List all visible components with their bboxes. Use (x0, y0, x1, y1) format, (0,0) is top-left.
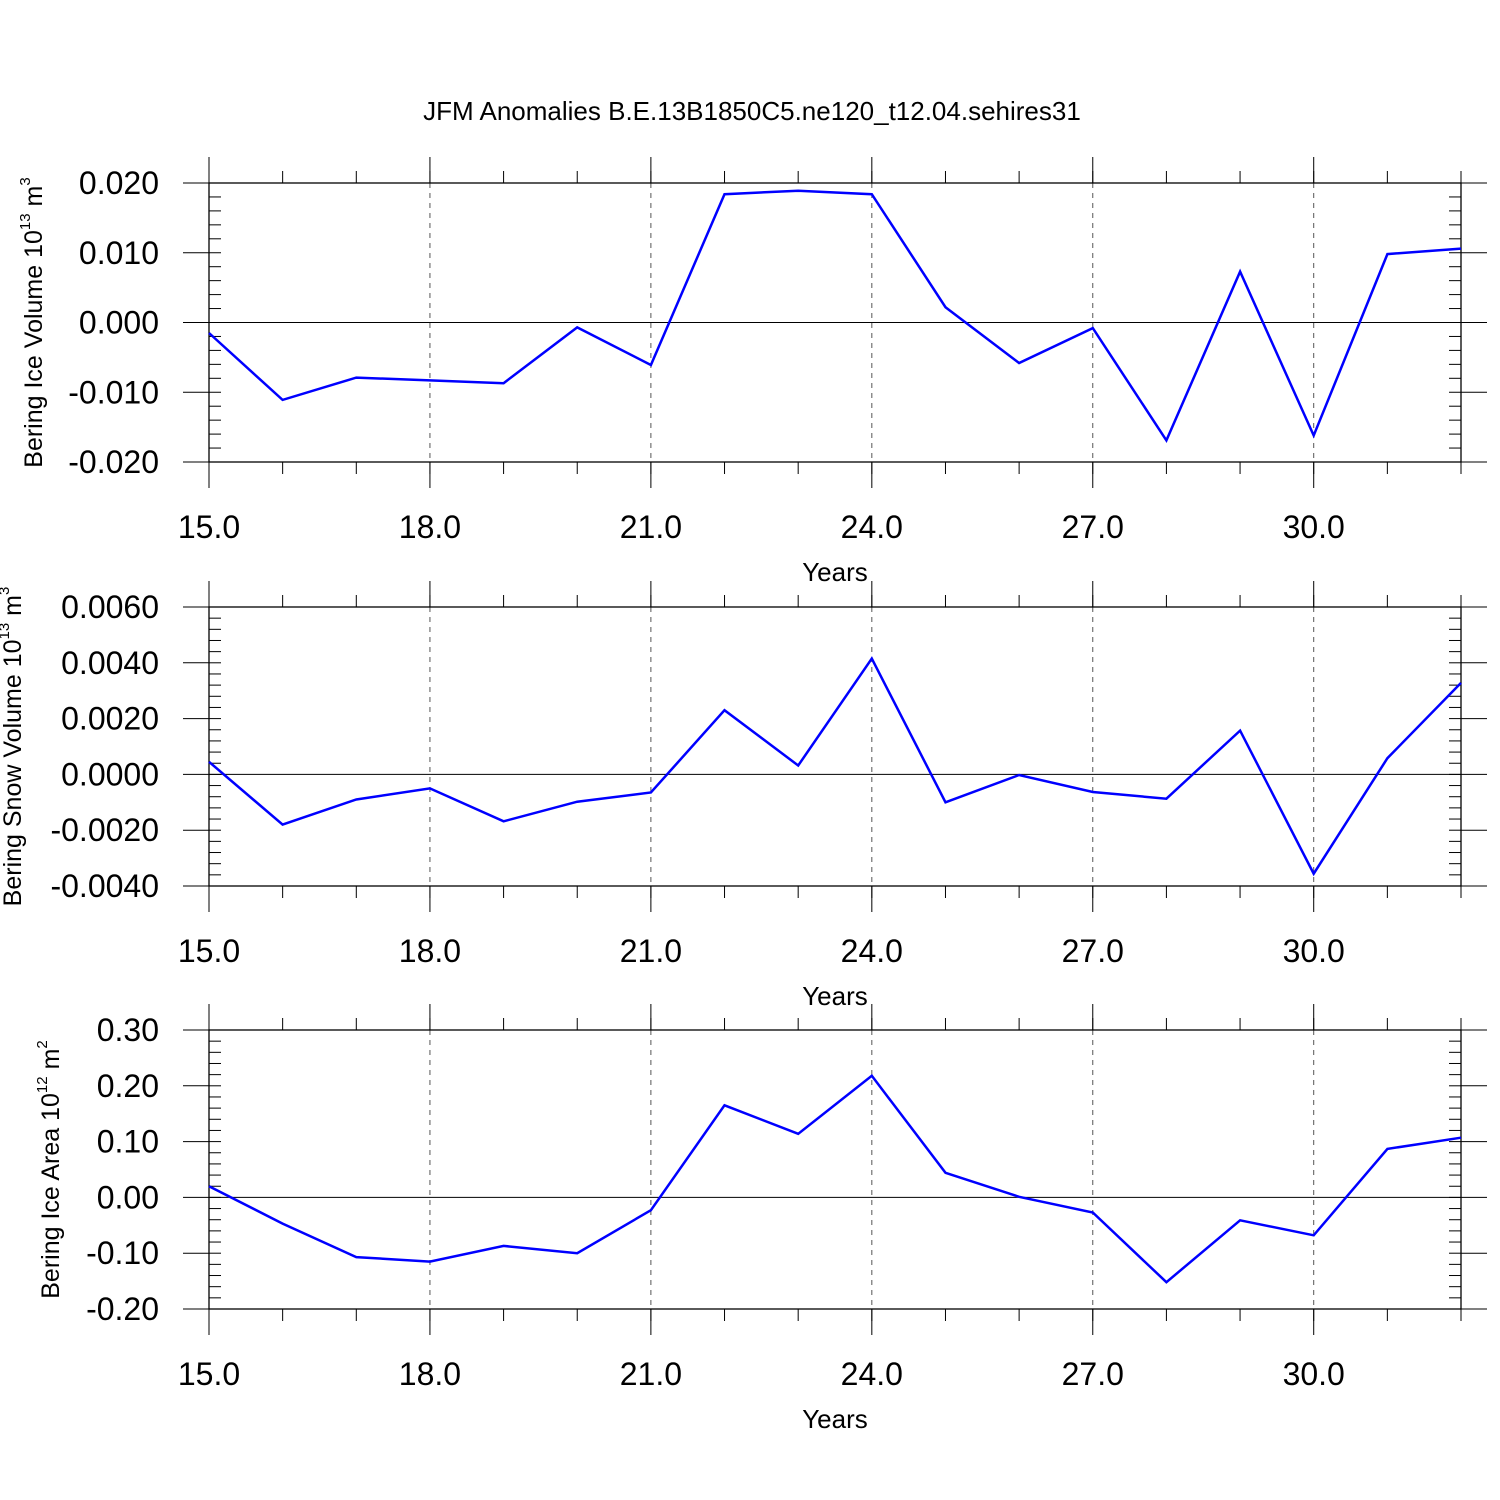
chart-title: JFM Anomalies B.E.13B1850C5.ne120_t12.04… (423, 96, 1081, 126)
series-line (208, 1074, 1462, 1284)
x-tick-label: 30.0 (1283, 509, 1345, 545)
y-tick-label: -0.0040 (50, 868, 159, 904)
x-tick-label: 27.0 (1062, 1356, 1124, 1392)
y-axis-label: Bering Ice Volume 1013 m3 (17, 177, 48, 467)
y-tick-label: -0.20 (86, 1291, 159, 1327)
x-tick-label: 30.0 (1283, 933, 1345, 969)
y-tick-label: 0.000 (79, 305, 159, 341)
y-axis-label-unit-exponent: 3 (17, 177, 34, 185)
y-tick-label: -0.0020 (50, 812, 159, 848)
x-tick-label: 24.0 (841, 933, 903, 969)
x-tick-label: 15.0 (178, 509, 240, 545)
x-tick-label: 18.0 (399, 509, 461, 545)
y-axis-label-unit-exponent: 2 (34, 1040, 51, 1048)
y-axis-label: Bering Ice Area 1012 m2 (34, 1040, 65, 1299)
series-line (208, 189, 1462, 444)
y-axis-label-unit-exponent: 3 (0, 587, 13, 595)
x-tick-label: 27.0 (1062, 509, 1124, 545)
y-tick-label: 0.020 (79, 165, 159, 201)
panel-ice-volume: 15.0 18.0 21.0 24.0 27.0 30.0 -0.020 -0.010 0.00… (17, 157, 1487, 587)
x-tick-label: 15.0 (178, 1356, 240, 1392)
x-tick-label: 24.0 (841, 509, 903, 545)
y-axis-label: Bering Snow Volume 1013 m3 (0, 587, 27, 907)
y-tick-label: -0.020 (68, 444, 159, 480)
x-tick-label: 15.0 (178, 933, 240, 969)
panel-snow-volume: 15.0 18.0 21.0 24.0 27.0 30.0 -0.0040 -0.0020 0.… (0, 581, 1487, 1011)
y-tick-label: 0.0020 (61, 701, 159, 737)
x-axis-label: Years (802, 557, 868, 587)
y-tick-label: 0.0040 (61, 645, 159, 681)
x-tick-label: 21.0 (620, 509, 682, 545)
x-axis-label: Years (802, 1404, 868, 1434)
y-axis-label-text: Bering Ice Volume 10 (20, 230, 48, 468)
panel-ice-area: 15.0 18.0 21.0 24.0 27.0 30.0 -0.20 -0.10 0.00 0.… (34, 1004, 1487, 1434)
y-tick-label: -0.10 (86, 1235, 159, 1271)
y-tick-label: -0.010 (68, 374, 159, 410)
x-tick-label: 21.0 (620, 933, 682, 969)
y-tick-label: 0.0060 (61, 589, 159, 625)
y-axis-label-text: Bering Snow Volume 10 (0, 639, 27, 906)
y-axis-label-unit: m (37, 1049, 65, 1077)
y-tick-label: 0.010 (79, 235, 159, 271)
x-tick-label: 18.0 (399, 933, 461, 969)
x-tick-label: 21.0 (620, 1356, 682, 1392)
y-axis-label-exponent: 12 (34, 1076, 51, 1093)
y-tick-label: 0.30 (97, 1012, 159, 1048)
y-axis-label-exponent: 13 (0, 623, 13, 640)
y-tick-label: 0.20 (97, 1068, 159, 1104)
plot-frame (208, 1029, 1462, 1310)
y-axis-label-unit: m (20, 186, 48, 214)
y-tick-label: 0.10 (97, 1124, 159, 1160)
series-line (208, 656, 1462, 877)
x-tick-label: 30.0 (1283, 1356, 1345, 1392)
x-tick-label: 27.0 (1062, 933, 1124, 969)
x-axis-label: Years (802, 981, 868, 1011)
y-axis-label-exponent: 13 (17, 213, 34, 230)
plot-frame (208, 606, 1462, 887)
y-tick-label: 0.0000 (61, 756, 159, 792)
x-tick-label: 18.0 (399, 1356, 461, 1392)
x-tick-label: 24.0 (841, 1356, 903, 1392)
y-axis-label-text: Bering Ice Area 10 (37, 1093, 65, 1299)
y-axis-label-unit: m (0, 595, 27, 623)
y-tick-label: 0.00 (97, 1179, 159, 1215)
